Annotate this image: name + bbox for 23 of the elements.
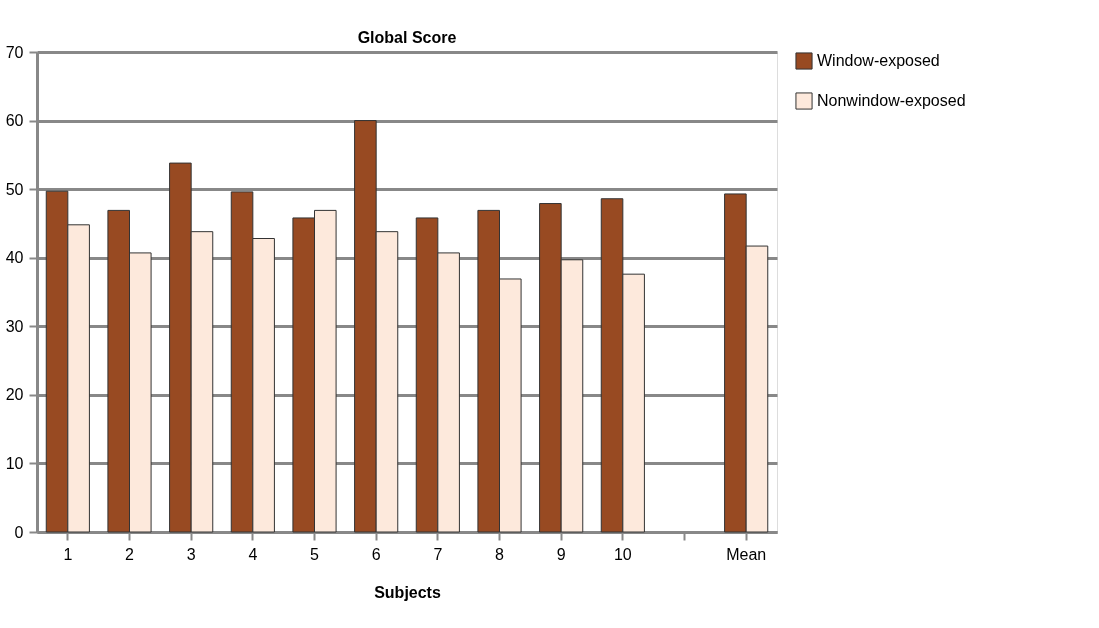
x-tick-label: 9 [556,545,566,563]
x-tick-label: 3 [186,545,196,563]
legend-label: Window-exposed [817,52,940,69]
x-tick-label: 7 [433,545,443,563]
legend-label: Nonwindow-exposed [817,92,966,109]
chart-title: Global Score [357,29,457,46]
x-tick-label: 8 [495,545,505,563]
y-tick-label: 70 [5,43,24,61]
x-tick-label: 1 [63,545,73,563]
x-tick-label: 10 [613,545,632,563]
x-tick-label: 6 [371,545,381,563]
x-tick-label: 4 [248,545,258,563]
y-tick-label: 0 [14,523,24,541]
y-tick-label: 30 [5,317,24,335]
y-tick-label: 40 [5,249,24,267]
y-tick-label: 50 [5,180,24,198]
y-tick-label: 20 [5,386,24,404]
y-tick-label: 10 [5,454,24,472]
x-tick-label: Mean [726,545,767,563]
x-tick-label: 2 [125,545,135,563]
y-tick-label: 60 [5,112,24,130]
x-tick-label: 5 [310,545,320,563]
x-axis-title: Subjects [374,583,441,601]
